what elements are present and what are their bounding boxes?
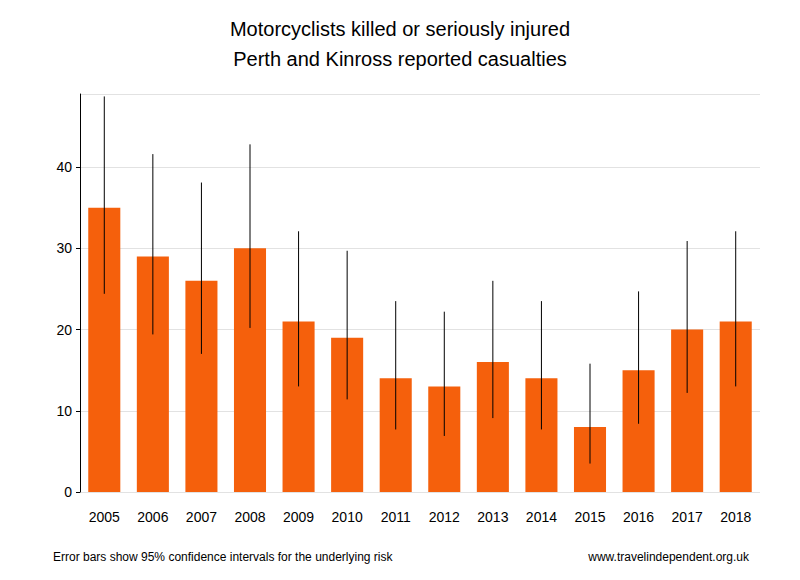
svg-text:2007: 2007 xyxy=(186,509,217,525)
svg-text:2013: 2013 xyxy=(477,509,508,525)
svg-text:2006: 2006 xyxy=(137,509,168,525)
svg-text:2005: 2005 xyxy=(89,509,120,525)
svg-text:2014: 2014 xyxy=(526,509,557,525)
svg-text:2012: 2012 xyxy=(429,509,460,525)
svg-text:2017: 2017 xyxy=(672,509,703,525)
svg-text:www.travelindependent.org.uk: www.travelindependent.org.uk xyxy=(587,550,750,564)
svg-text:0: 0 xyxy=(64,484,72,500)
svg-text:Motorcyclists killed or seriou: Motorcyclists killed or seriously injure… xyxy=(230,18,570,40)
svg-text:2016: 2016 xyxy=(623,509,654,525)
svg-text:40: 40 xyxy=(56,159,72,175)
svg-text:2009: 2009 xyxy=(283,509,314,525)
svg-text:2018: 2018 xyxy=(720,509,751,525)
svg-text:2011: 2011 xyxy=(381,509,411,525)
svg-text:2015: 2015 xyxy=(574,509,605,525)
svg-text:2008: 2008 xyxy=(234,509,265,525)
svg-text:Error bars show 95% confidence: Error bars show 95% confidence intervals… xyxy=(53,550,393,564)
svg-text:20: 20 xyxy=(56,322,72,338)
svg-text:2010: 2010 xyxy=(332,509,363,525)
svg-text:30: 30 xyxy=(56,240,72,256)
svg-text:10: 10 xyxy=(56,403,72,419)
svg-text:Perth and Kinross reported cas: Perth and Kinross reported casualties xyxy=(233,48,567,70)
